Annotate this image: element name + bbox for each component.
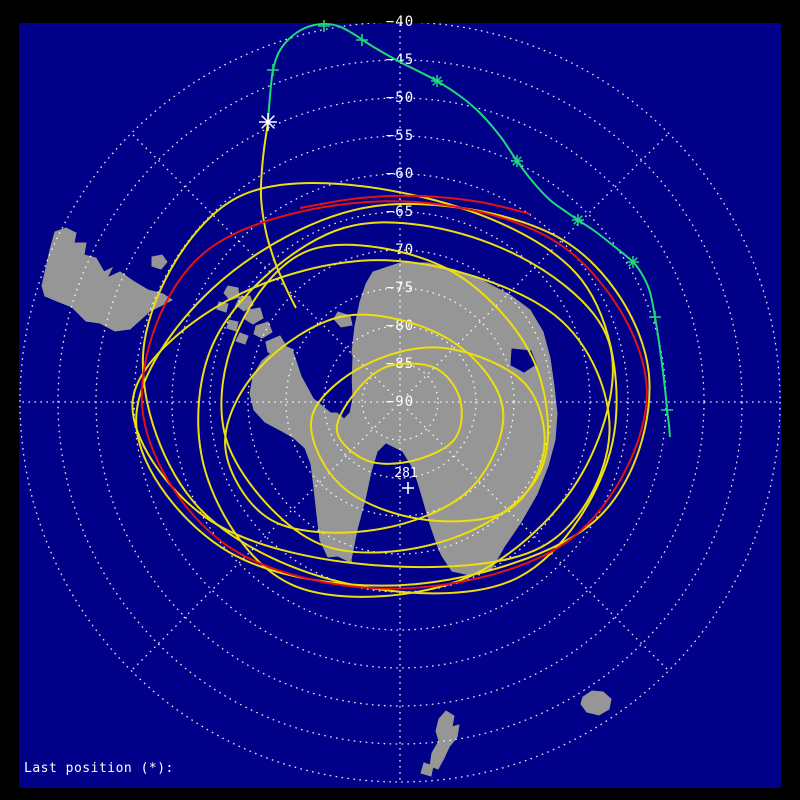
track-loop-yellow: [141, 181, 618, 595]
latitude-circle: [247, 249, 553, 555]
green-time-tick-asterisk: [572, 214, 584, 226]
south-america-tip: [41, 227, 173, 332]
land-layer: [41, 227, 612, 777]
peninsula-blob-3: [244, 307, 264, 325]
descent-from-asterisk: [259, 121, 297, 309]
green-time-tick-plus: [661, 404, 673, 416]
station-plus-marker: [402, 482, 414, 494]
tasmania: [580, 690, 612, 716]
latitude-label: −60: [386, 166, 414, 182]
latitude-label: −55: [386, 128, 414, 144]
island-west-2: [226, 319, 239, 332]
track-loop-yellow: [335, 362, 463, 465]
status-line-1: Last position (*):: [24, 761, 174, 776]
peninsula-blob-1: [265, 335, 287, 357]
station-label: 281: [394, 466, 417, 481]
green-time-tick-asterisk: [511, 155, 523, 167]
weddell-sea-pocket: [293, 331, 353, 413]
last-position-asterisk: [259, 113, 277, 131]
track-loop-yellow: [131, 259, 611, 569]
latitude-label: −45: [386, 52, 414, 68]
red-top-arc: [299, 194, 531, 215]
last-position-status: Last position (*): 2011/01/04 at 14:48 U…: [24, 709, 299, 800]
peninsula-blob-2: [253, 321, 273, 339]
green-time-tick-asterisk: [431, 75, 443, 87]
latitude-label: −50: [386, 90, 414, 106]
track-loop-yellow: [220, 243, 549, 554]
latitude-label: −40: [386, 14, 414, 30]
track-loop-yellow: [197, 221, 614, 598]
marker-layer: [259, 20, 673, 494]
latitude-circle: [57, 59, 743, 745]
island-west-3: [235, 332, 249, 345]
green-time-tick-plus: [356, 34, 368, 46]
latitude-label: −65: [386, 204, 414, 220]
latitude-circle: [19, 23, 781, 783]
latitude-label: −90: [386, 394, 414, 410]
green-time-tick-plus: [318, 20, 330, 32]
track-loop-yellow: [224, 313, 505, 534]
green-time-tick-plus: [267, 64, 279, 76]
track-loop-red: [140, 200, 648, 590]
latitude-circle: [361, 363, 439, 441]
green-time-tick-plus: [649, 311, 661, 323]
green-time-tick-asterisk: [627, 256, 639, 268]
latitude-circle: [171, 173, 629, 631]
latitude-label: −75: [386, 280, 414, 296]
falkland-island: [151, 254, 168, 270]
track-loop-yellow: [310, 346, 546, 523]
latitude-circle: [285, 287, 515, 517]
new-zealand-south-island: [429, 710, 460, 770]
stewart-island: [420, 762, 434, 777]
